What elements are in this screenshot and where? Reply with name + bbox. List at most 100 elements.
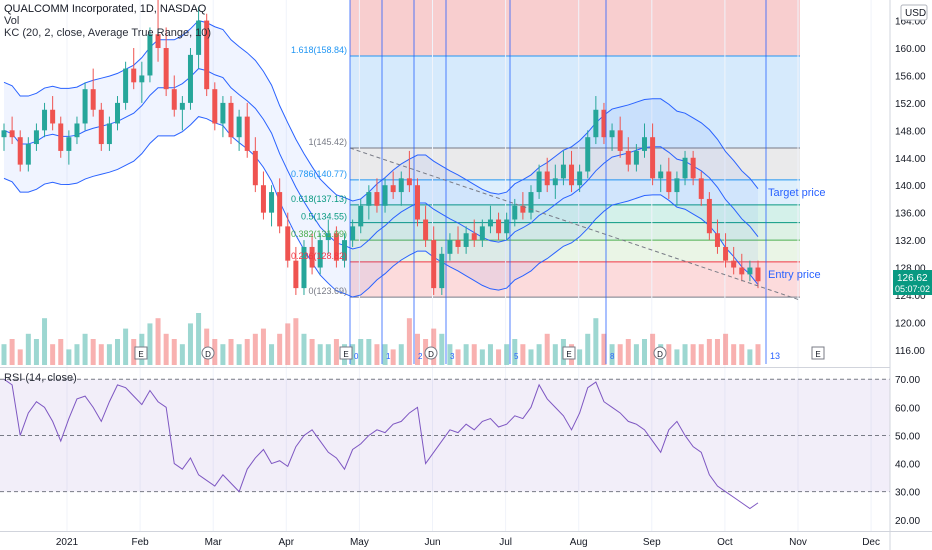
time-tick-label: Jun: [424, 537, 440, 548]
cycle-number-2: 2: [418, 352, 423, 361]
fib-label-6: 0.236(128.82): [291, 251, 347, 261]
candle: [236, 109, 242, 151]
candle: [90, 68, 96, 117]
kc-legend[interactable]: KC (20, 2, close, Average True Range, 10…: [4, 27, 212, 39]
candle: [585, 130, 591, 179]
time-cycle-lines[interactable]: 0 1 2 3 5 8 E D E D E D E: [134, 0, 825, 364]
rsi-tick-label: 30.00: [895, 488, 920, 499]
target-price-label[interactable]: Target price: [768, 187, 825, 199]
candle-body: [641, 137, 647, 151]
volume-bar: [390, 349, 396, 365]
candle-body: [439, 253, 445, 289]
candle: [325, 219, 331, 254]
candle: [269, 185, 275, 227]
trend-line: [349, 147, 801, 301]
candlesticks: [1, 0, 761, 295]
candle-body: [236, 116, 242, 138]
entry-price-label[interactable]: Entry price: [768, 269, 821, 281]
time-tick-label: Aug: [570, 537, 588, 548]
candle-body: [723, 246, 729, 261]
price-tick-label: 120.00: [895, 318, 926, 329]
event-marker-box: [562, 346, 576, 360]
volume-bar: [617, 344, 623, 365]
cycle-number-3: 3: [450, 352, 455, 361]
candle-body: [544, 171, 550, 186]
price-tick-label: 144.00: [895, 154, 926, 165]
candle-body: [625, 150, 631, 165]
candle-body: [552, 178, 558, 186]
candle-body: [139, 75, 145, 83]
time-tick-label: May: [350, 537, 369, 548]
volume-bar: [123, 328, 129, 365]
volume-bar: [520, 344, 526, 365]
candle-body: [463, 233, 469, 247]
rsi-tick-label: 40.00: [895, 460, 920, 471]
volume-bar: [552, 344, 558, 365]
volume-bar: [58, 339, 64, 365]
candle: [147, 27, 153, 83]
candle: [625, 137, 631, 172]
volume-bar: [366, 339, 372, 365]
candle: [293, 246, 299, 295]
currency-badge[interactable]: [900, 4, 928, 21]
candle: [455, 226, 461, 254]
volume-bar: [196, 313, 202, 365]
candle-body: [447, 240, 453, 254]
volume-bar: [447, 344, 453, 365]
candle: [204, 13, 210, 97]
volume-bar: [714, 339, 720, 365]
candle: [309, 233, 315, 275]
fib-label-5: 0.382(131.99): [291, 229, 347, 239]
volume-bar: [439, 333, 445, 365]
candle: [439, 246, 445, 295]
rsi-legend[interactable]: RSI (14, close): [4, 372, 77, 384]
candle: [17, 130, 23, 172]
rsi-tick-label: 70.00: [895, 375, 920, 386]
candle-body: [115, 102, 121, 124]
volume-bar: [106, 344, 112, 365]
kc-upper: [3, 20, 759, 202]
candle: [398, 171, 404, 206]
candle-body: [123, 68, 129, 103]
volume-bar: [42, 318, 48, 365]
candle: [755, 260, 761, 289]
volume-bar: [17, 349, 23, 365]
event-marker-box: [134, 346, 148, 360]
fib-label-7: 0(123.69): [308, 286, 347, 296]
time-tick-label: Dec: [862, 537, 880, 548]
vol-legend[interactable]: Vol: [4, 15, 20, 27]
chart-legend[interactable]: QUALCOMM Incorporated, 1D, NASDAQ Vol KC…: [4, 3, 211, 39]
volume-bar: [98, 344, 104, 365]
candle: [601, 102, 607, 145]
candle-body: [617, 130, 623, 151]
volume-bar: [633, 344, 639, 365]
candle-body: [293, 260, 299, 289]
event-marker-circle: [201, 346, 215, 360]
rsi-pane: [0, 378, 890, 510]
rsi-tick-label: 20.00: [895, 516, 920, 527]
candle-body: [90, 89, 96, 110]
volume-bar: [455, 349, 461, 365]
last-price-value: 126.62: [897, 273, 928, 284]
candle-body: [252, 150, 258, 186]
candle: [690, 150, 696, 186]
candle-body: [196, 20, 202, 55]
candle: [179, 96, 185, 131]
candle: [666, 157, 672, 199]
volume-bar: [528, 349, 534, 365]
candle: [431, 226, 437, 295]
candle-body: [333, 233, 339, 261]
candle: [714, 219, 720, 254]
candle-body: [609, 130, 615, 138]
candle: [447, 233, 453, 261]
volume-bar: [131, 339, 137, 365]
price-tick-label: 140.00: [895, 181, 926, 192]
candle-body: [512, 205, 518, 220]
volume-bar: [487, 344, 493, 365]
symbol-title[interactable]: QUALCOMM Incorporated, 1D, NASDAQ: [4, 3, 207, 15]
candle-body: [666, 171, 672, 193]
candle-body: [536, 171, 542, 193]
volume-bar: [179, 344, 185, 365]
event-marker-letter: E: [138, 350, 143, 359]
